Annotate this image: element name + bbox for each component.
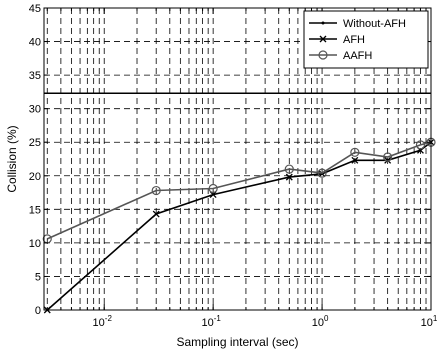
series-aafh: [42, 137, 436, 244]
y-tick-label: 40: [29, 37, 41, 49]
y-axis-label: Collision (%): [5, 125, 19, 192]
plot-frame: [43, 7, 432, 311]
legend-item: AFH: [309, 34, 365, 46]
data-point: [384, 156, 392, 164]
data-point: [350, 147, 360, 157]
legend-marker: [318, 50, 328, 60]
y-tick-label: 10: [29, 238, 41, 250]
grid-lines: [44, 7, 432, 311]
y-tick-label: 15: [29, 204, 41, 216]
data-point: [152, 210, 160, 218]
legend-label: AFH: [343, 34, 365, 46]
data-point: [151, 185, 161, 196]
series-line: [46, 141, 432, 240]
y-tick-label: 35: [29, 70, 41, 82]
x-tick-label: 10-1: [201, 314, 221, 329]
legend-item: AAFH: [309, 50, 372, 62]
legend-item: Without-AFH: [309, 18, 406, 30]
data-point: [415, 140, 426, 150]
series-line: [46, 141, 432, 311]
legend-label: AAFH: [343, 50, 372, 62]
axis-ticks: [44, 7, 432, 311]
legend: Without-AFH AFH AAFH: [303, 10, 429, 69]
x-tick-label: 101: [421, 314, 438, 329]
data-point: [351, 156, 359, 164]
y-tick-labels: 0 5 10 15 20 25 30 35 40 45: [29, 3, 41, 317]
data-point: [285, 173, 293, 181]
data-point: [317, 168, 327, 178]
y-tick-label: 30: [29, 104, 41, 116]
x-tick-labels: 10-2 10-1 100 101: [93, 314, 438, 329]
x-tick-label: 10-2: [93, 314, 113, 329]
y-tick-label: 25: [29, 137, 41, 149]
data-point: [383, 152, 393, 162]
legend-marker: [319, 35, 327, 43]
legend-label: Without-AFH: [343, 18, 406, 30]
x-axis-label: Sampling interval (sec): [176, 335, 298, 349]
series-afh: [43, 138, 435, 314]
x-tick-label: 100: [312, 314, 329, 329]
y-tick-label: 20: [29, 171, 41, 183]
y-tick-label: 5: [35, 271, 41, 283]
legend-marker: [321, 21, 325, 25]
series-layer: [42, 92, 436, 314]
data-point: [284, 164, 294, 174]
y-tick-label: 45: [29, 3, 41, 15]
y-tick-label: 0: [35, 305, 41, 317]
data-point: [208, 183, 218, 194]
